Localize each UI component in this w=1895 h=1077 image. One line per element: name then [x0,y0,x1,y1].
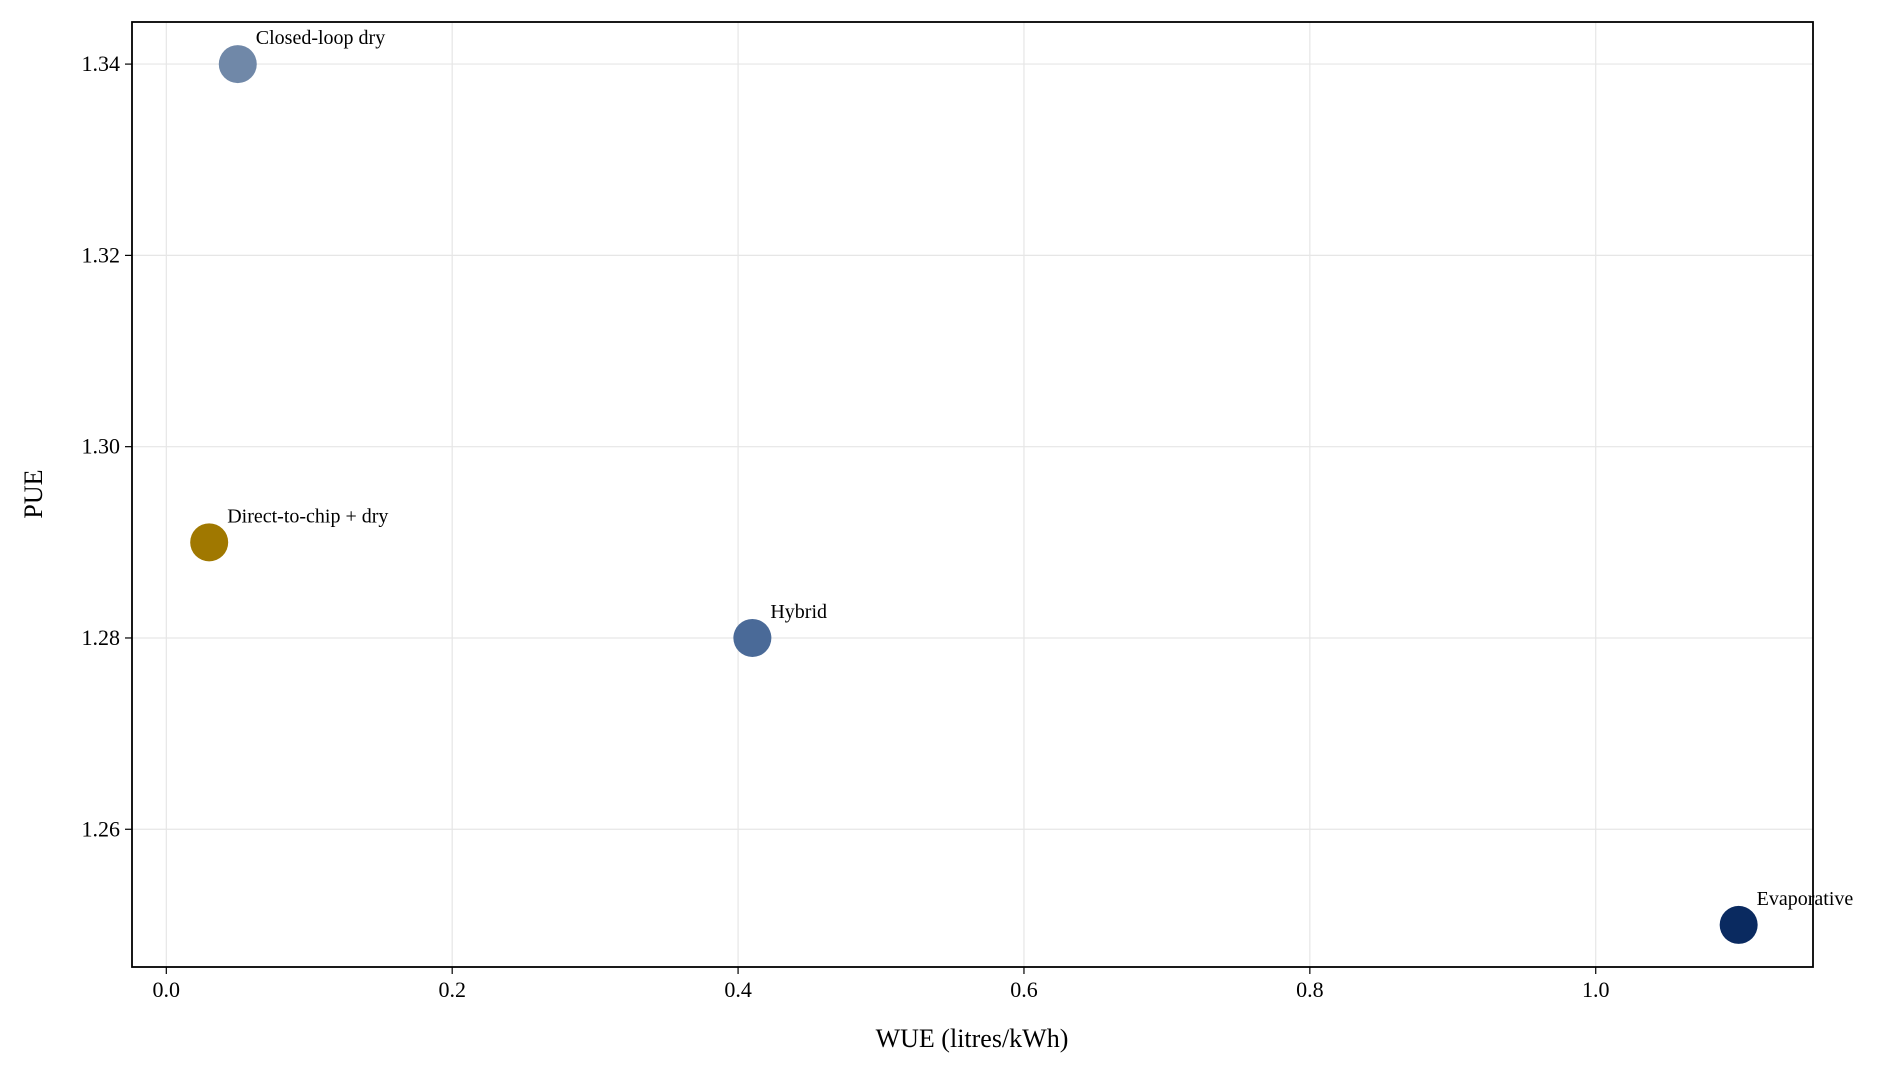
x-axis-label: WUE (litres/kWh) [876,1024,1069,1053]
x-tick-label: 1.0 [1582,977,1610,1002]
y-tick-label: 1.32 [82,242,121,267]
y-tick-label: 1.34 [82,51,121,76]
y-tick-label: 1.30 [82,434,121,459]
point-label: Evaporative [1757,888,1854,910]
x-tick-label: 0.6 [1010,977,1038,1002]
plot-frame [131,21,1814,968]
x-tick-label: 0.8 [1296,977,1324,1002]
point-label: Hybrid [770,601,827,623]
x-tick-label: 0.4 [724,977,752,1002]
point [190,523,229,562]
x-tick-label: 0.2 [438,977,466,1002]
x-tick-label: 0.0 [153,977,181,1002]
point [218,45,257,84]
point [1719,905,1758,944]
y-tick-label: 1.28 [82,625,121,650]
y-axis-label: PUE [19,469,48,518]
point [733,618,772,657]
point-label: Closed-loop dry [256,27,385,49]
y-tick-label: 1.26 [82,816,121,841]
point-label: Direct-to-chip + dry [227,505,388,527]
